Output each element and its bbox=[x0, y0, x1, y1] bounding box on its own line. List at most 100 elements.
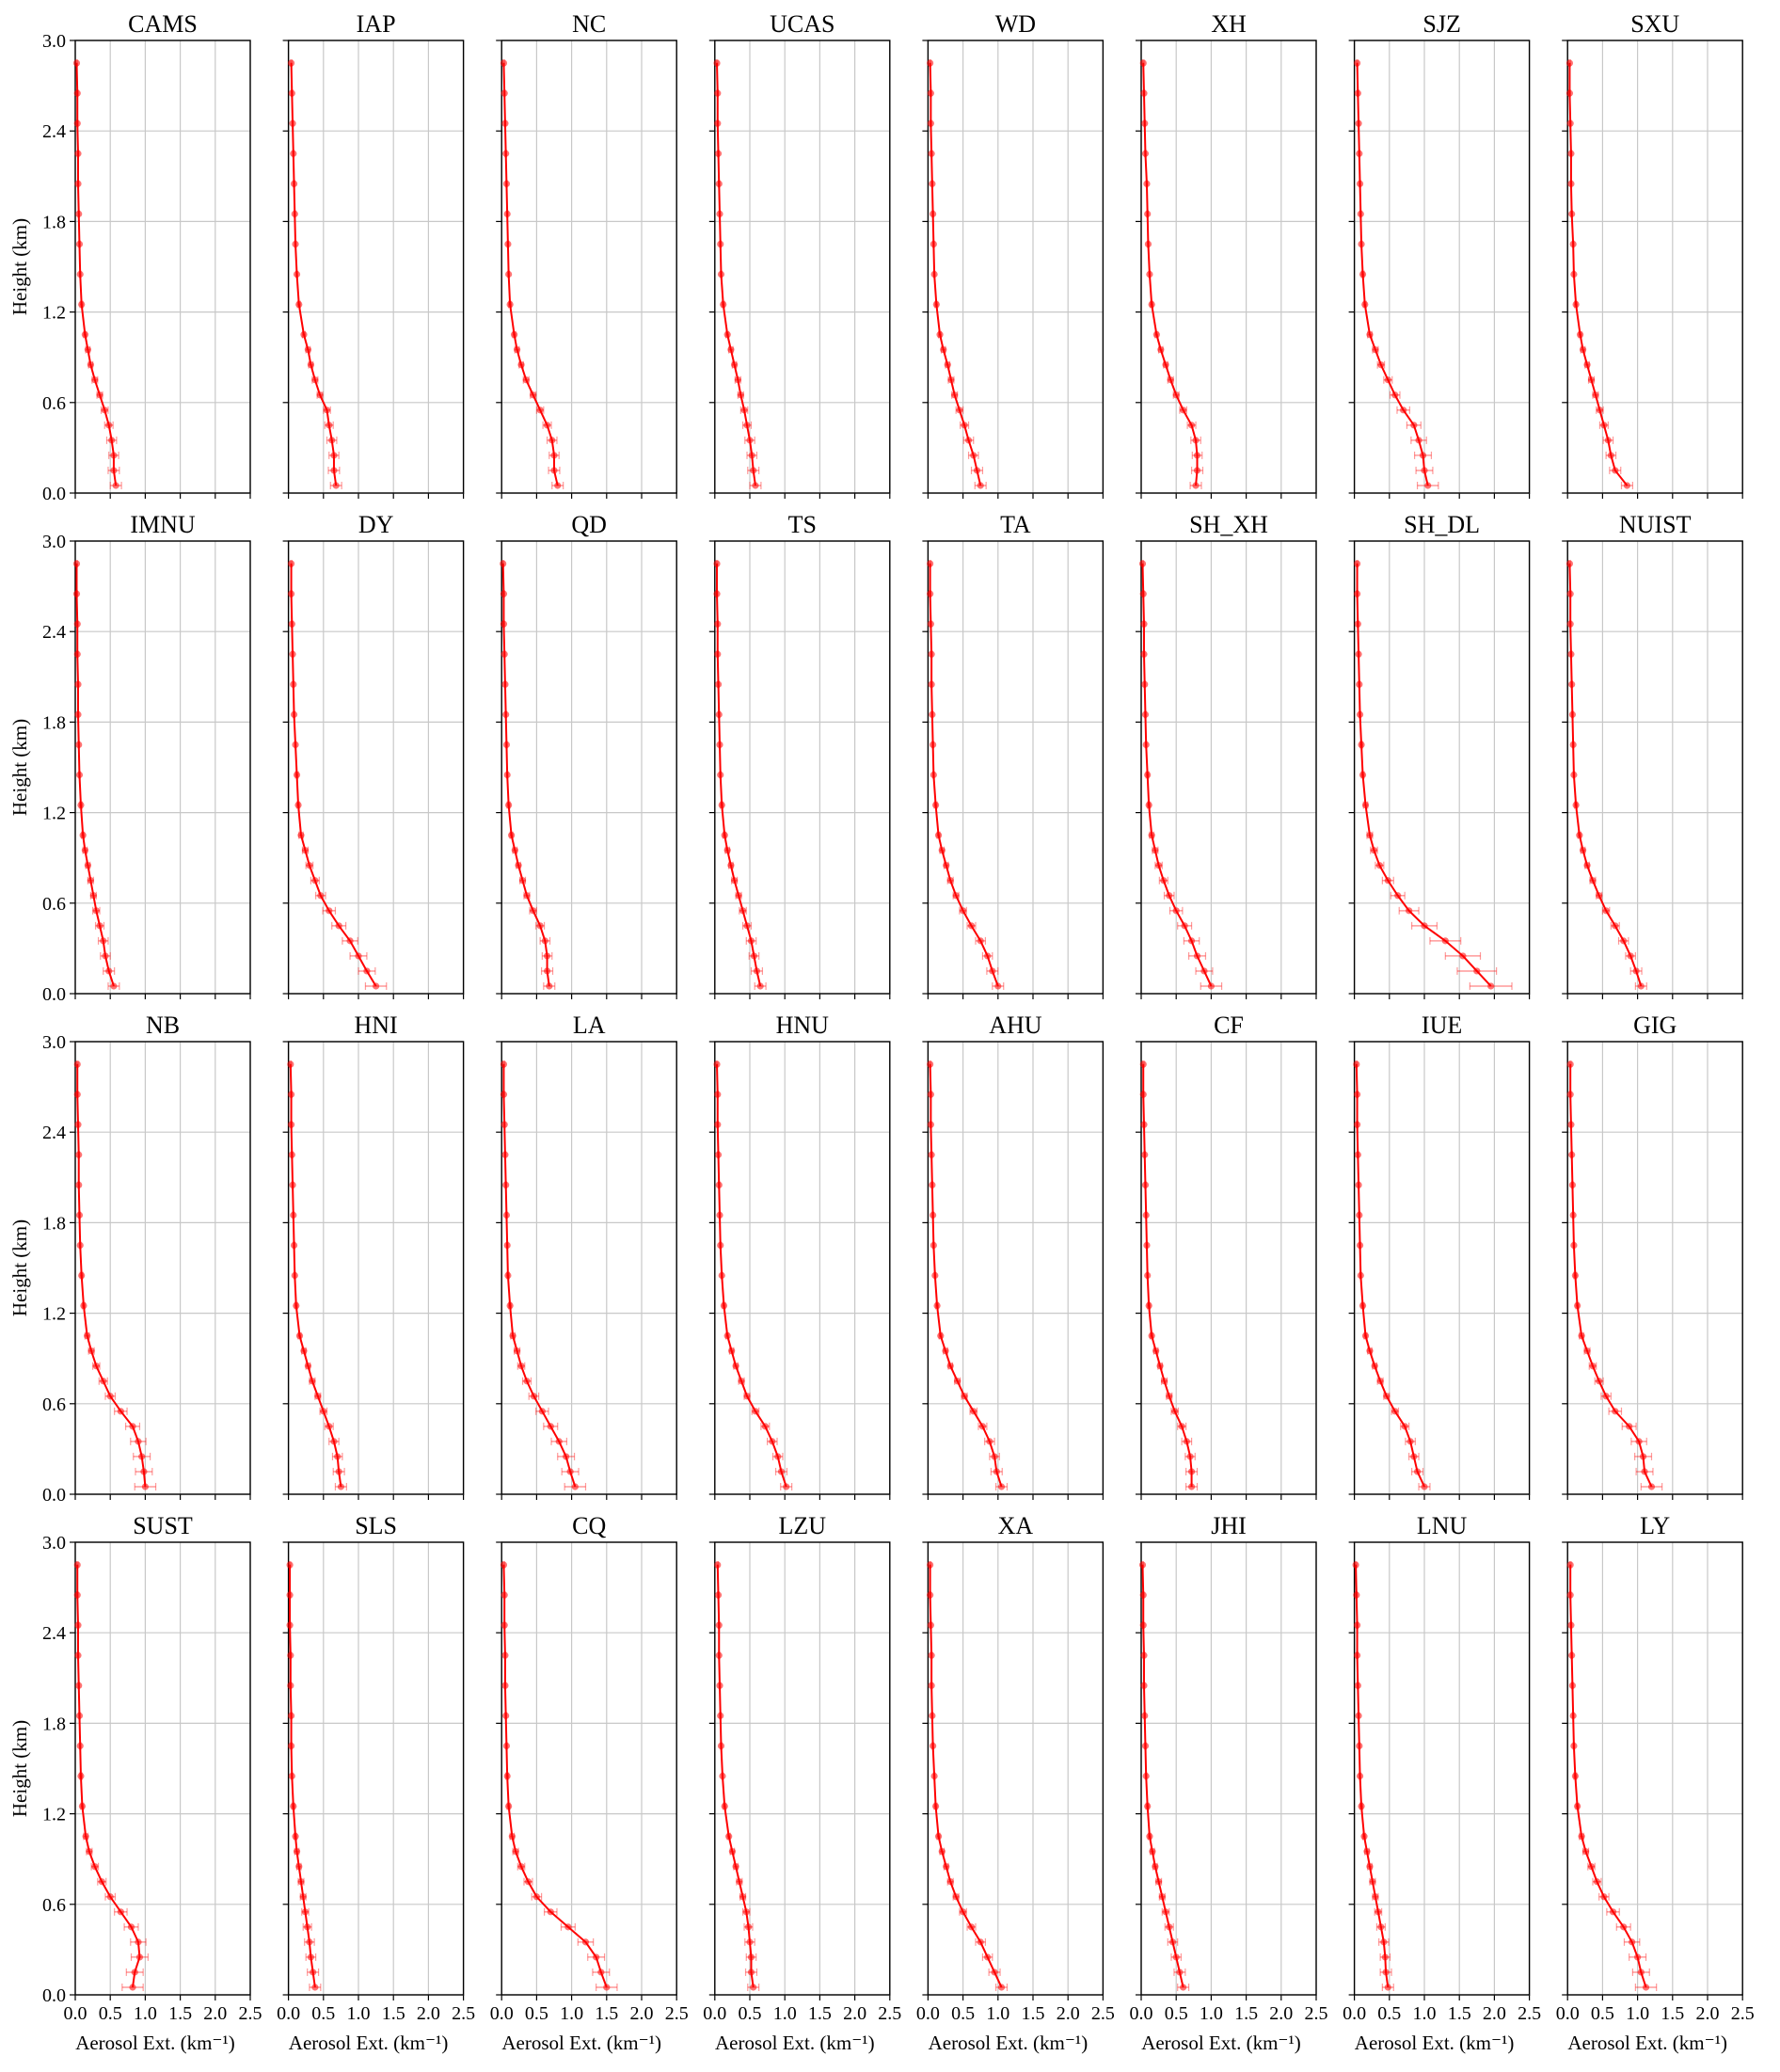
data-point bbox=[1612, 1408, 1619, 1415]
data-point bbox=[761, 1423, 769, 1430]
data-point bbox=[946, 1363, 954, 1370]
data-point bbox=[1160, 1378, 1168, 1385]
data-point bbox=[1567, 1121, 1575, 1128]
data-point bbox=[84, 862, 91, 869]
data-point bbox=[723, 331, 731, 339]
data-point bbox=[287, 1121, 295, 1128]
data-point bbox=[77, 1772, 85, 1780]
data-point bbox=[1181, 922, 1188, 930]
data-point bbox=[928, 650, 935, 658]
data-point bbox=[102, 952, 109, 960]
data-point bbox=[541, 937, 548, 945]
data-point bbox=[84, 1332, 91, 1340]
data-point bbox=[536, 406, 544, 414]
subplot: SJZ bbox=[1348, 10, 1531, 499]
x-tick-label: 2.0 bbox=[203, 2003, 227, 2024]
data-point bbox=[138, 1453, 146, 1460]
data-point bbox=[89, 892, 97, 900]
data-point bbox=[927, 1561, 934, 1569]
data-point bbox=[518, 877, 527, 885]
data-point bbox=[1578, 1332, 1585, 1340]
data-point bbox=[140, 1468, 148, 1475]
data-point bbox=[522, 376, 530, 384]
data-point bbox=[286, 1591, 294, 1599]
data-point bbox=[501, 1591, 508, 1599]
data-point bbox=[1356, 1772, 1364, 1780]
data-point bbox=[501, 1682, 509, 1689]
data-point bbox=[1141, 1151, 1149, 1158]
data-point bbox=[716, 1211, 723, 1219]
data-point bbox=[1356, 1241, 1364, 1250]
data-point bbox=[717, 1742, 725, 1750]
data-point bbox=[1384, 376, 1391, 384]
data-point bbox=[977, 937, 984, 945]
data-point bbox=[929, 180, 936, 187]
data-point bbox=[287, 560, 295, 567]
data-point bbox=[1180, 406, 1187, 414]
data-point bbox=[1186, 1453, 1194, 1460]
data-point bbox=[1382, 1968, 1390, 1976]
data-point bbox=[1415, 437, 1422, 444]
data-point bbox=[1355, 1181, 1362, 1188]
data-point bbox=[87, 1347, 95, 1355]
data-point bbox=[1421, 467, 1428, 474]
data-point bbox=[1356, 1742, 1363, 1750]
x-tick-label: 2.0 bbox=[1057, 2003, 1080, 2024]
subplot-title: LNU bbox=[1417, 1512, 1468, 1539]
data-point bbox=[550, 452, 558, 459]
data-point bbox=[1363, 1848, 1371, 1856]
data-point bbox=[78, 1271, 86, 1280]
data-point bbox=[290, 1211, 297, 1219]
data-point bbox=[752, 482, 759, 489]
data-point bbox=[75, 210, 83, 217]
data-point bbox=[287, 1742, 295, 1750]
data-point bbox=[1637, 1968, 1645, 1976]
subplot-title: SH_XH bbox=[1189, 511, 1268, 538]
data-point bbox=[927, 560, 934, 567]
data-point bbox=[81, 331, 89, 339]
data-point bbox=[1596, 406, 1604, 414]
data-point bbox=[135, 1438, 142, 1445]
axes-frame bbox=[927, 1541, 1105, 1996]
subplot-title: SLS bbox=[355, 1512, 397, 1539]
data-point bbox=[927, 1060, 934, 1068]
data-point bbox=[547, 1908, 554, 1916]
data-point bbox=[300, 331, 308, 339]
data-point bbox=[732, 1863, 739, 1871]
data-point bbox=[1355, 1712, 1362, 1719]
data-point bbox=[513, 1347, 521, 1355]
subplot-title: CF bbox=[1214, 1012, 1244, 1039]
data-point bbox=[105, 967, 113, 975]
subplot-title: HNU bbox=[776, 1012, 830, 1039]
data-point bbox=[1139, 1091, 1147, 1098]
data-point bbox=[927, 1591, 934, 1599]
data-point bbox=[1141, 680, 1149, 688]
data-point bbox=[91, 376, 99, 384]
data-point bbox=[1579, 346, 1587, 354]
subplot-title: SH_DL bbox=[1404, 511, 1480, 538]
data-point bbox=[530, 1393, 538, 1400]
subplot: 0.0 0.5 1.0 1.5 2.0 2.5 LNU Aerosol Ext. (km⁻¹) bbox=[1343, 1512, 1541, 2054]
x-tick-label: 1.5 bbox=[1448, 2003, 1471, 2024]
data-point bbox=[1172, 391, 1180, 399]
profile-line bbox=[290, 564, 377, 987]
data-point bbox=[737, 391, 744, 399]
data-point bbox=[714, 150, 723, 157]
data-point bbox=[1377, 361, 1385, 369]
x-tick-label: 0.5 bbox=[1165, 2003, 1188, 2024]
data-point bbox=[501, 1151, 509, 1158]
data-point bbox=[290, 1802, 297, 1810]
data-point bbox=[1152, 847, 1159, 854]
data-point bbox=[1353, 590, 1361, 598]
data-point bbox=[306, 862, 313, 869]
x-tick-label: 1.0 bbox=[134, 2003, 157, 2024]
data-point bbox=[1172, 907, 1180, 915]
data-point bbox=[289, 1181, 296, 1188]
data-point bbox=[1583, 862, 1591, 869]
data-point bbox=[738, 1378, 745, 1385]
data-point bbox=[731, 877, 739, 885]
data-point bbox=[73, 1060, 81, 1068]
data-point bbox=[944, 361, 951, 369]
data-point bbox=[1192, 437, 1200, 444]
data-point bbox=[563, 1453, 570, 1460]
